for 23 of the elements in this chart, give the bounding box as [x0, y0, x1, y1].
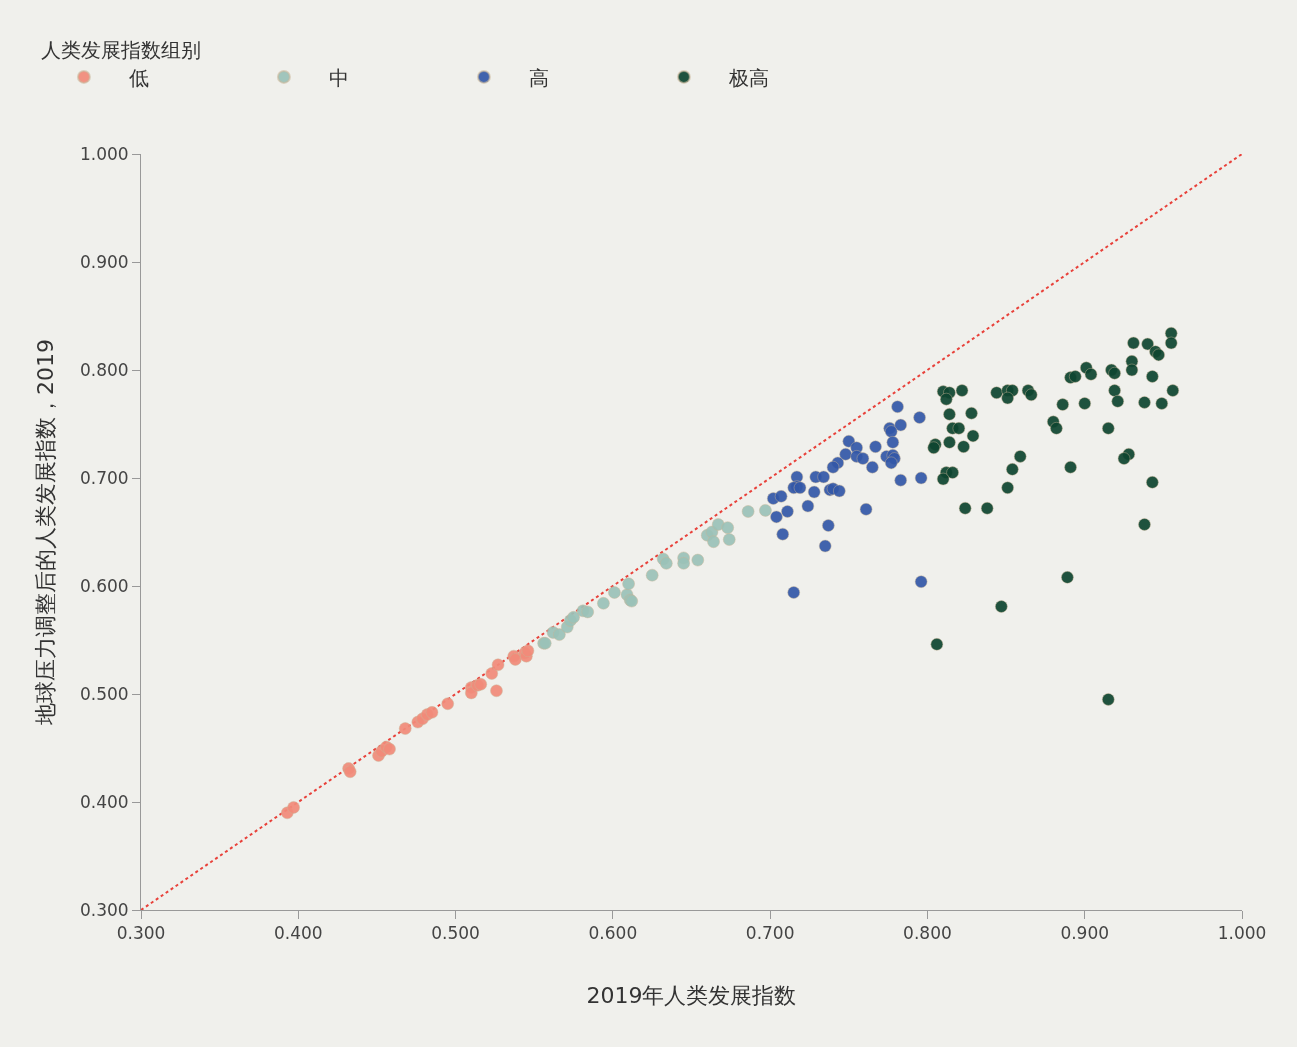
- legend-title: 人类发展指数组别: [40, 38, 201, 63]
- y-tick-label: 1.000: [79, 143, 129, 164]
- legend-label: 高: [528, 65, 549, 90]
- x-tick-label: 0.600: [588, 923, 638, 944]
- y-tick-label: 0.300: [79, 899, 129, 920]
- x-tick-label: 1.000: [1217, 923, 1267, 944]
- x-tick-label: 0.500: [431, 923, 480, 944]
- y-tick-label: 0.900: [79, 251, 129, 272]
- x-tick-label: 0.800: [903, 923, 952, 944]
- x-tick-label: 0.400: [273, 923, 323, 944]
- y-tick-label: 0.500: [79, 683, 129, 704]
- y-tick-label: 0.400: [79, 791, 129, 812]
- x-tick-label: 0.900: [1060, 923, 1110, 944]
- x-tick-label: 0.300: [116, 923, 166, 944]
- legend-label: 极高: [727, 65, 769, 90]
- y-tick-label: 0.600: [79, 575, 129, 596]
- x-axis-title: 2019年人类发展指数: [586, 983, 797, 1009]
- x-tick-label: 0.700: [745, 923, 795, 944]
- legend-label: 中: [328, 65, 349, 90]
- y-axis-title: 地球压力调整后的人类发展指数，2019: [32, 339, 58, 726]
- y-tick-label: 0.700: [79, 467, 129, 488]
- y-tick-label: 0.800: [79, 359, 129, 380]
- legend-label: 低: [128, 65, 149, 90]
